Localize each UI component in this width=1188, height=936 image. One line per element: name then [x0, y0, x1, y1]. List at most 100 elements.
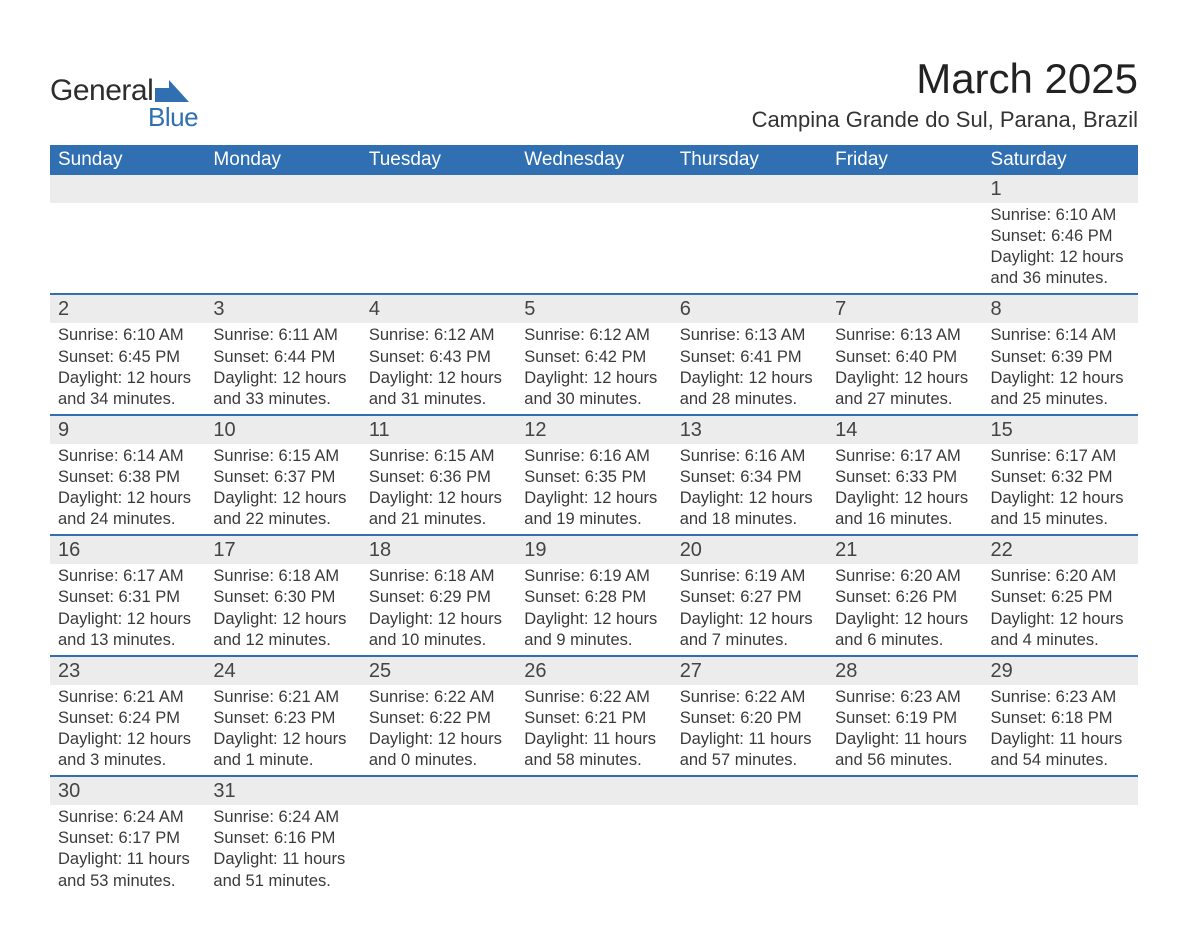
day-number: 31	[205, 777, 360, 805]
day-content	[361, 203, 516, 283]
day-content: Sunrise: 6:23 AMSunset: 6:18 PMDaylight:…	[983, 685, 1138, 775]
day-number: 8	[983, 295, 1138, 323]
empty-cell	[50, 175, 205, 294]
day-number	[516, 175, 671, 203]
day-number	[50, 175, 205, 203]
day-content	[672, 203, 827, 283]
week-row: 16Sunrise: 6:17 AMSunset: 6:31 PMDayligh…	[50, 535, 1138, 655]
day-content: Sunrise: 6:10 AMSunset: 6:45 PMDaylight:…	[50, 323, 205, 413]
day-cell: 1Sunrise: 6:10 AMSunset: 6:46 PMDaylight…	[983, 175, 1138, 294]
logo-flag-icon	[155, 80, 189, 102]
day-content: Sunrise: 6:13 AMSunset: 6:40 PMDaylight:…	[827, 323, 982, 413]
logo-text-blue: Blue	[148, 102, 198, 133]
day-cell: 17Sunrise: 6:18 AMSunset: 6:30 PMDayligh…	[205, 535, 360, 655]
day-cell: 7Sunrise: 6:13 AMSunset: 6:40 PMDaylight…	[827, 294, 982, 414]
week-row: 1Sunrise: 6:10 AMSunset: 6:46 PMDaylight…	[50, 175, 1138, 294]
logo: General Blue	[50, 56, 198, 133]
day-header-row: SundayMondayTuesdayWednesdayThursdayFrid…	[50, 145, 1138, 175]
day-cell: 8Sunrise: 6:14 AMSunset: 6:39 PMDaylight…	[983, 294, 1138, 414]
day-cell: 9Sunrise: 6:14 AMSunset: 6:38 PMDaylight…	[50, 415, 205, 535]
day-content: Sunrise: 6:16 AMSunset: 6:34 PMDaylight:…	[672, 444, 827, 534]
day-number: 15	[983, 416, 1138, 444]
day-cell: 2Sunrise: 6:10 AMSunset: 6:45 PMDaylight…	[50, 294, 205, 414]
day-number	[827, 777, 982, 805]
day-number: 27	[672, 657, 827, 685]
day-content: Sunrise: 6:15 AMSunset: 6:36 PMDaylight:…	[361, 444, 516, 534]
week-row: 23Sunrise: 6:21 AMSunset: 6:24 PMDayligh…	[50, 656, 1138, 776]
empty-cell	[827, 776, 982, 895]
calendar-page: General Blue March 2025 Campina Grande d…	[0, 0, 1188, 936]
day-number: 16	[50, 536, 205, 564]
logo-text-general: General	[50, 76, 153, 106]
day-content: Sunrise: 6:17 AMSunset: 6:32 PMDaylight:…	[983, 444, 1138, 534]
day-header: Tuesday	[361, 145, 516, 175]
day-number: 30	[50, 777, 205, 805]
day-number: 26	[516, 657, 671, 685]
day-content: Sunrise: 6:10 AMSunset: 6:46 PMDaylight:…	[983, 203, 1138, 293]
day-number: 10	[205, 416, 360, 444]
day-number: 5	[516, 295, 671, 323]
day-cell: 25Sunrise: 6:22 AMSunset: 6:22 PMDayligh…	[361, 656, 516, 776]
empty-cell	[516, 776, 671, 895]
day-cell: 29Sunrise: 6:23 AMSunset: 6:18 PMDayligh…	[983, 656, 1138, 776]
day-number: 1	[983, 175, 1138, 203]
day-content: Sunrise: 6:22 AMSunset: 6:21 PMDaylight:…	[516, 685, 671, 775]
empty-cell	[827, 175, 982, 294]
day-content: Sunrise: 6:17 AMSunset: 6:31 PMDaylight:…	[50, 564, 205, 654]
day-number: 14	[827, 416, 982, 444]
day-number: 20	[672, 536, 827, 564]
day-content: Sunrise: 6:21 AMSunset: 6:24 PMDaylight:…	[50, 685, 205, 775]
day-content: Sunrise: 6:12 AMSunset: 6:43 PMDaylight:…	[361, 323, 516, 413]
day-cell: 3Sunrise: 6:11 AMSunset: 6:44 PMDaylight…	[205, 294, 360, 414]
day-number: 4	[361, 295, 516, 323]
day-content: Sunrise: 6:18 AMSunset: 6:29 PMDaylight:…	[361, 564, 516, 654]
day-content: Sunrise: 6:17 AMSunset: 6:33 PMDaylight:…	[827, 444, 982, 534]
day-header: Friday	[827, 145, 982, 175]
calendar-table: SundayMondayTuesdayWednesdayThursdayFrid…	[50, 145, 1138, 896]
day-number	[672, 777, 827, 805]
day-number	[983, 777, 1138, 805]
day-number: 13	[672, 416, 827, 444]
day-number: 24	[205, 657, 360, 685]
day-header: Wednesday	[516, 145, 671, 175]
day-number: 29	[983, 657, 1138, 685]
empty-cell	[672, 175, 827, 294]
day-number: 12	[516, 416, 671, 444]
day-content: Sunrise: 6:14 AMSunset: 6:38 PMDaylight:…	[50, 444, 205, 534]
week-row: 2Sunrise: 6:10 AMSunset: 6:45 PMDaylight…	[50, 294, 1138, 414]
day-content: Sunrise: 6:24 AMSunset: 6:17 PMDaylight:…	[50, 805, 205, 895]
day-content: Sunrise: 6:11 AMSunset: 6:44 PMDaylight:…	[205, 323, 360, 413]
day-number	[205, 175, 360, 203]
day-content: Sunrise: 6:19 AMSunset: 6:28 PMDaylight:…	[516, 564, 671, 654]
day-number: 25	[361, 657, 516, 685]
day-cell: 20Sunrise: 6:19 AMSunset: 6:27 PMDayligh…	[672, 535, 827, 655]
day-content	[516, 203, 671, 283]
week-row: 30Sunrise: 6:24 AMSunset: 6:17 PMDayligh…	[50, 776, 1138, 895]
day-number: 3	[205, 295, 360, 323]
day-header: Sunday	[50, 145, 205, 175]
day-content: Sunrise: 6:23 AMSunset: 6:19 PMDaylight:…	[827, 685, 982, 775]
day-content: Sunrise: 6:13 AMSunset: 6:41 PMDaylight:…	[672, 323, 827, 413]
empty-cell	[983, 776, 1138, 895]
day-number	[827, 175, 982, 203]
day-number: 28	[827, 657, 982, 685]
calendar-head: SundayMondayTuesdayWednesdayThursdayFrid…	[50, 145, 1138, 175]
day-cell: 26Sunrise: 6:22 AMSunset: 6:21 PMDayligh…	[516, 656, 671, 776]
empty-cell	[205, 175, 360, 294]
day-content: Sunrise: 6:20 AMSunset: 6:26 PMDaylight:…	[827, 564, 982, 654]
day-content: Sunrise: 6:21 AMSunset: 6:23 PMDaylight:…	[205, 685, 360, 775]
day-number: 9	[50, 416, 205, 444]
day-content: Sunrise: 6:14 AMSunset: 6:39 PMDaylight:…	[983, 323, 1138, 413]
day-cell: 4Sunrise: 6:12 AMSunset: 6:43 PMDaylight…	[361, 294, 516, 414]
day-number: 7	[827, 295, 982, 323]
day-cell: 10Sunrise: 6:15 AMSunset: 6:37 PMDayligh…	[205, 415, 360, 535]
day-header: Saturday	[983, 145, 1138, 175]
day-number: 17	[205, 536, 360, 564]
day-number	[672, 175, 827, 203]
day-cell: 6Sunrise: 6:13 AMSunset: 6:41 PMDaylight…	[672, 294, 827, 414]
day-content: Sunrise: 6:16 AMSunset: 6:35 PMDaylight:…	[516, 444, 671, 534]
day-content: Sunrise: 6:19 AMSunset: 6:27 PMDaylight:…	[672, 564, 827, 654]
day-cell: 31Sunrise: 6:24 AMSunset: 6:16 PMDayligh…	[205, 776, 360, 895]
day-number: 22	[983, 536, 1138, 564]
empty-cell	[361, 175, 516, 294]
